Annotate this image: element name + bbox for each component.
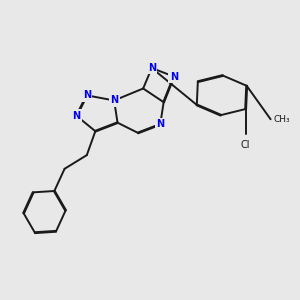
Text: N: N — [110, 95, 118, 106]
Text: N: N — [156, 119, 164, 129]
Text: N: N — [73, 111, 81, 121]
Text: N: N — [83, 90, 91, 100]
Text: CH₃: CH₃ — [273, 115, 290, 124]
Text: N: N — [148, 63, 156, 73]
Text: N: N — [170, 71, 178, 82]
Text: Cl: Cl — [241, 140, 250, 150]
